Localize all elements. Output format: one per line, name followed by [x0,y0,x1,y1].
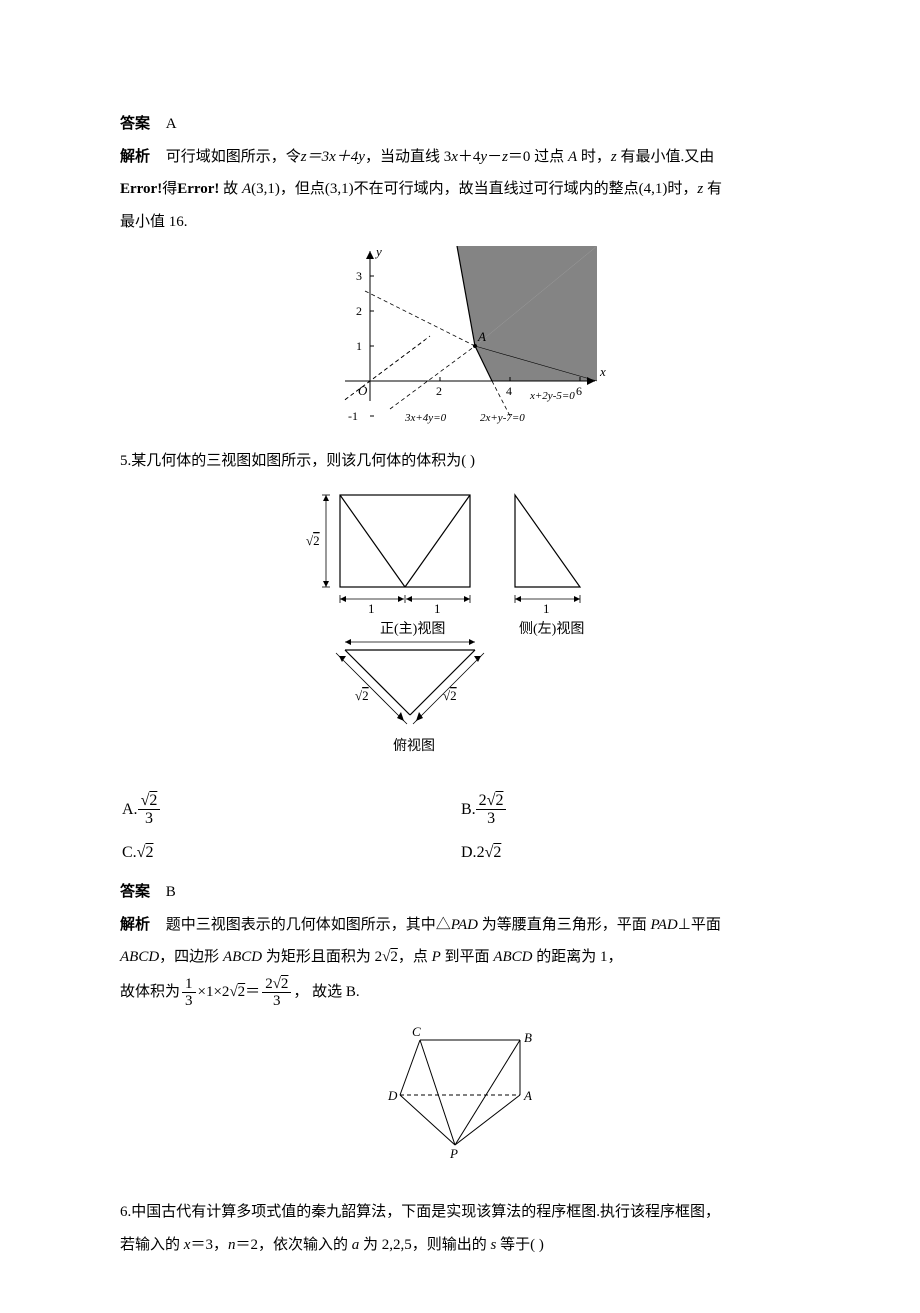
svg-text:正(主)视图: 正(主)视图 [380,621,445,637]
svg-text:x+2y-5=0: x+2y-5=0 [529,390,575,402]
figure-pyramid: C B D A P [120,1020,800,1171]
question-5: 5.某几何体的三视图如图所示，则该几何体的体积为( ) [120,447,800,476]
svg-text:俯视图: 俯视图 [393,738,435,754]
svg-text:2: 2 [436,384,442,398]
explain-5-l2: ABCD，四边形 ABCD 为矩形且面积为 2√2，点 P 到平面 ABCD 的… [120,943,800,972]
question-6-l2: 若输入的 x＝3，n＝2，依次输入的 a 为 2,2,5，则输出的 s 等于( … [120,1231,800,1260]
svg-text:1: 1 [543,601,550,616]
answer-5: 答案 B [120,878,800,907]
explain-4-line3: 最小值 16. [120,208,800,237]
svg-text:C: C [412,1024,421,1039]
svg-text:y: y [374,246,382,259]
explain-5-l1: 解析 题中三视图表示的几何体如图所示，其中△PAD 为等腰直角三角形，平面 PA… [120,911,800,940]
svg-text:P: P [449,1146,458,1160]
svg-text:1: 1 [368,601,375,616]
choices-q5: A.√23 B.2√23 C.√2 D.2√2 [120,786,800,875]
svg-text:√2: √2 [306,533,320,548]
svg-text:1: 1 [434,601,441,616]
choice-C: C.√2 [122,834,459,872]
explain-label: 解析 [120,149,150,165]
figure-three-views: √2 1 1 正(主)视图 1 侧(左)视图 [120,485,800,776]
choice-B: B.2√23 [461,788,798,832]
svg-text:4: 4 [506,384,512,398]
explain-5-l3: 故体积为 13 ×1×2√2 ＝ 2√23 ， 故选 B. [120,976,800,1010]
explain-4: 解析 可行域如图所示，令z＝3x＋4y，当动直线 3x＋4y－z＝0 过点 A … [120,143,800,172]
answer-label: 答案 [120,116,150,132]
choice-A: A.√23 [122,788,459,832]
svg-text:D: D [387,1088,398,1103]
svg-text:O: O [358,383,368,398]
svg-text:B: B [524,1030,532,1045]
choice-D: D.2√2 [461,834,798,872]
answer-value: A [166,116,177,132]
svg-text:2: 2 [356,304,362,318]
svg-text:A: A [523,1088,532,1103]
svg-text:√2: √2 [443,688,457,703]
svg-text:2x+y-7=0: 2x+y-7=0 [480,412,525,424]
figure-feasible-region: x y O 2 4 6 1 2 3 -1 [120,246,800,437]
svg-text:3: 3 [356,269,362,283]
svg-text:6: 6 [576,384,582,398]
answer-4: 答案 A [120,110,800,139]
svg-text:A: A [477,329,486,344]
svg-text:1: 1 [356,339,362,353]
explain-4-line2: Error!得Error! 故 A(3,1)，但点(3,1)不在可行域内，故当直… [120,175,800,204]
svg-text:侧(左)视图: 侧(左)视图 [519,621,584,637]
question-6-l1: 6.中国古代有计算多项式值的秦九韶算法，下面是实现该算法的程序框图.执行该程序框… [120,1198,800,1227]
svg-text:3x+4y=0: 3x+4y=0 [404,412,447,424]
svg-text:√2: √2 [355,688,369,703]
svg-text:x: x [599,364,606,379]
svg-text:-1: -1 [348,409,358,423]
